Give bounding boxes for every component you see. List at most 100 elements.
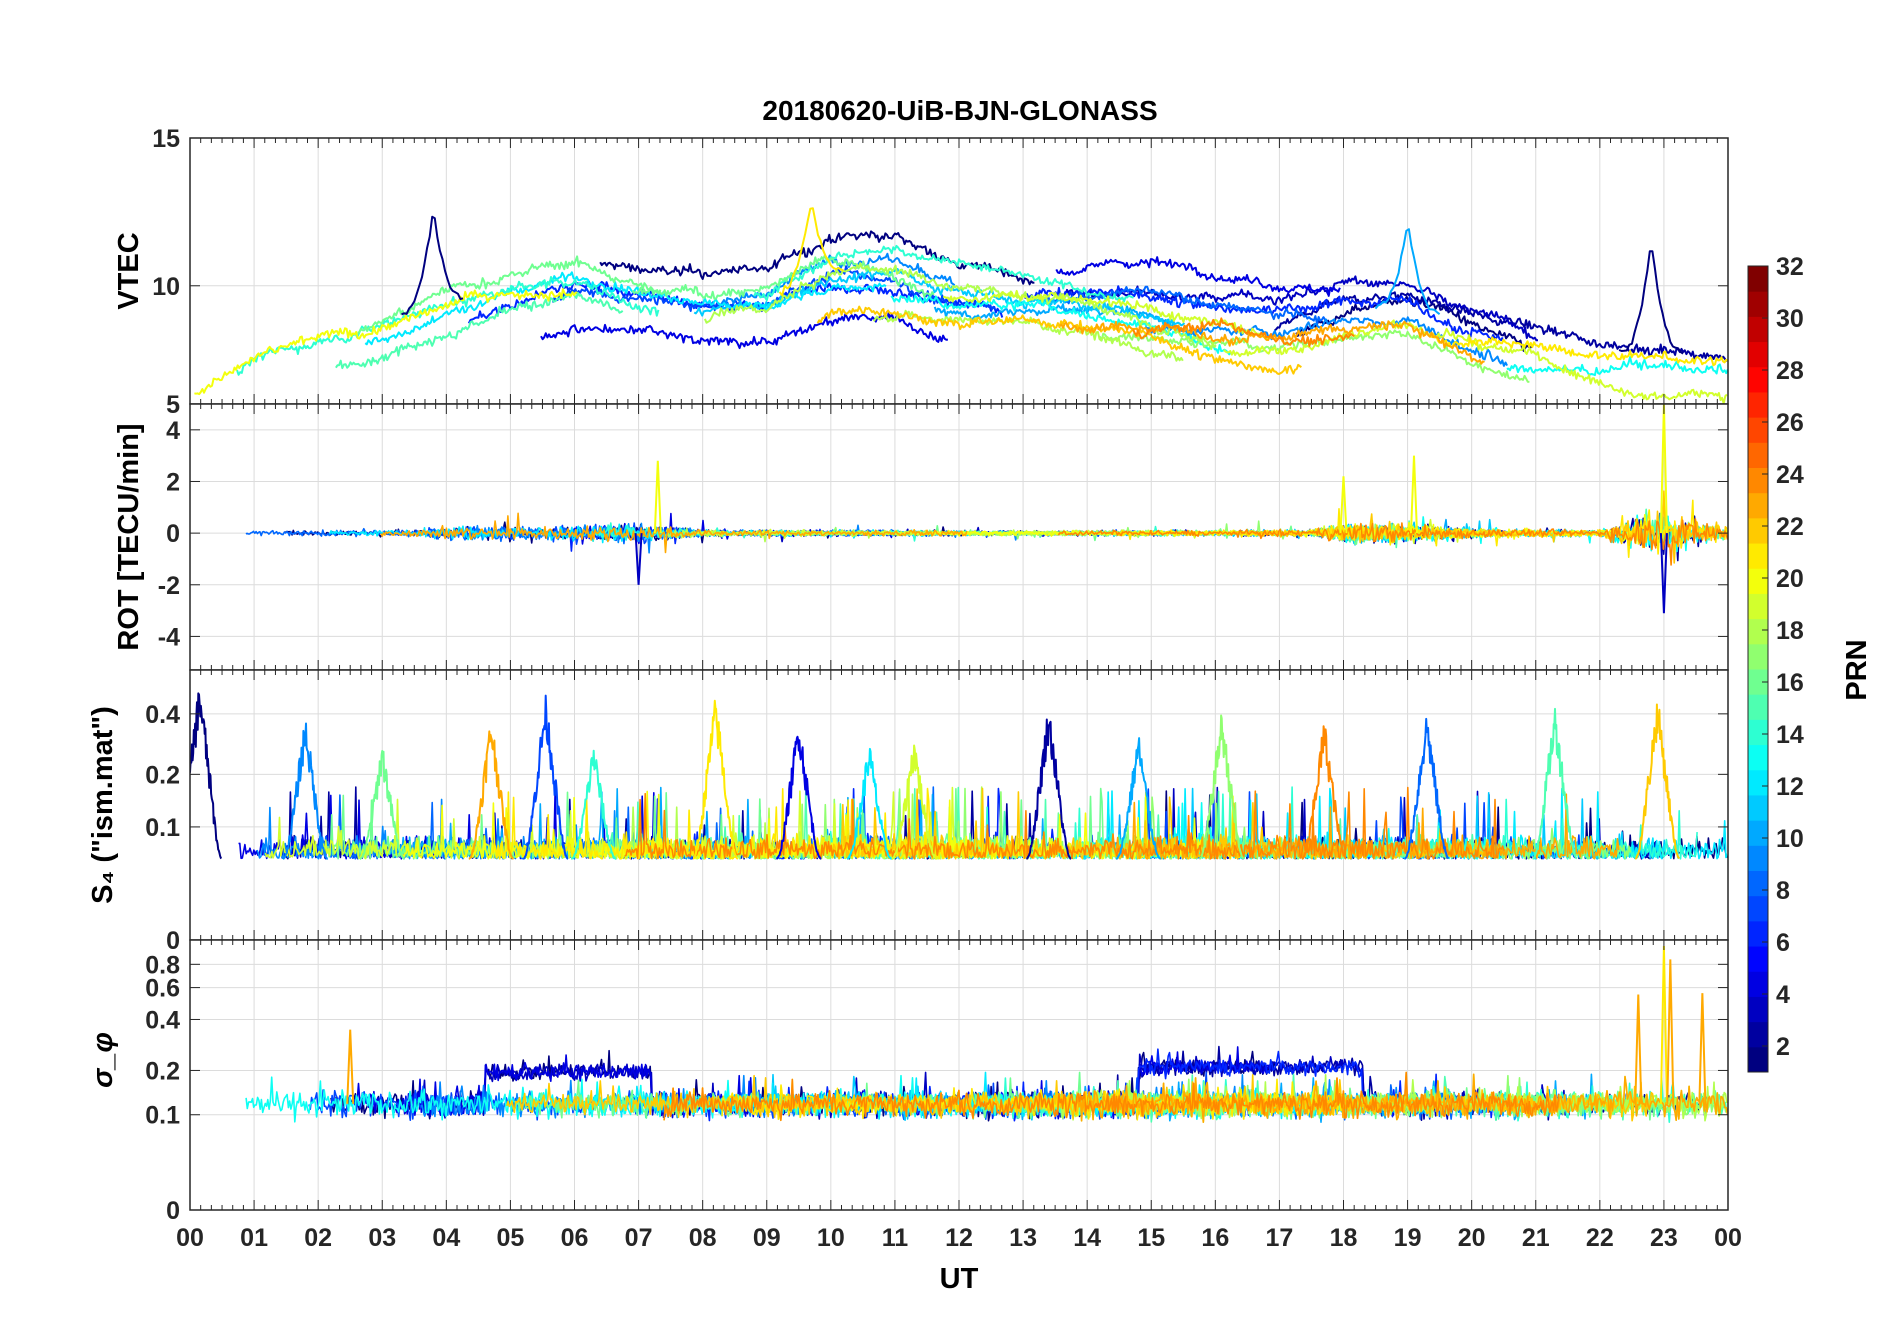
vtec-series-line (1038, 285, 1326, 325)
colorbar-tick-label: 10 (1776, 825, 1804, 853)
colorbar-tick-label: 24 (1776, 461, 1804, 489)
s4-spike (776, 735, 822, 860)
x-tick-label: 01 (240, 1224, 268, 1252)
x-tick-label: 04 (432, 1224, 460, 1252)
colorbar-level (1748, 467, 1768, 494)
vtec-series-line (890, 294, 1232, 356)
colorbar-tick-label: 8 (1776, 877, 1790, 905)
colorbar-level (1748, 618, 1768, 645)
x-tick-label: 00 (1714, 1224, 1742, 1252)
y-tick-label: 0.2 (145, 761, 180, 789)
sigma-spike (1666, 959, 1675, 1104)
y-tick-label: 0.1 (145, 1102, 180, 1130)
chart-title: 20180620-UiB-BJN-GLONASS (762, 95, 1157, 126)
s4-series-line (624, 786, 1505, 860)
colorbar-level (1748, 568, 1768, 594)
rot-series-line (1057, 518, 1728, 566)
panel-rot-series (245, 404, 1728, 614)
x-tick-label: 08 (689, 1224, 717, 1252)
colorbar-level (1748, 769, 1768, 796)
x-tick-label: 05 (497, 1224, 525, 1252)
colorbar-level (1748, 492, 1768, 519)
rot-spike (1659, 404, 1668, 534)
colorbar-box (1747, 265, 1769, 1073)
colorbar-tick-label: 14 (1776, 721, 1804, 749)
s4-spike (1025, 718, 1072, 860)
rot-series-line (380, 512, 968, 554)
colorbar-level (1748, 669, 1768, 695)
colorbar-level (1748, 1021, 1768, 1048)
y-tick-label: 10 (152, 273, 180, 301)
y-tick-label: -4 (158, 623, 180, 651)
x-tick-label: 02 (304, 1224, 332, 1252)
s4-spike (1115, 737, 1162, 860)
x-tick-label: 15 (1137, 1224, 1165, 1252)
colorbar-tick-label: 16 (1776, 669, 1804, 697)
panel-s4-series (190, 692, 1728, 860)
vtec-series-line (194, 288, 578, 396)
panel-rot: -4 -2 0 2 4 ROT [TECU/min] (113, 403, 1729, 671)
s4-spike (359, 750, 405, 860)
s4-spike (692, 699, 739, 860)
x-tick-label: 03 (368, 1224, 396, 1252)
sigma-series-line (663, 1071, 1560, 1122)
y-tick-label: 0.4 (145, 701, 180, 729)
vtec-series-line (540, 312, 948, 350)
vtec-series-line (1506, 356, 1728, 377)
vtec-series-line (1273, 291, 1728, 363)
x-tick-label: 20 (1458, 1224, 1486, 1252)
panel-sigma-phi-series (245, 945, 1728, 1123)
rot-spike (1339, 476, 1348, 534)
y-tick-label: 0.1 (145, 814, 180, 842)
x-axis-tick-labels: 00 01 02 03 04 05 06 07 08 09 10 11 12 13 14 15 16 17 18 19… (176, 1224, 1742, 1252)
y-tick-label: 0 (166, 520, 180, 548)
vtec-peak-line (1374, 228, 1441, 315)
vtec-series-line (599, 230, 1035, 286)
y-tick-label: 0.6 (145, 975, 180, 1003)
s4-spike (1199, 714, 1245, 860)
panel-vtec-ylabel: VTEC (113, 232, 145, 309)
colorbar-tick-label: 20 (1776, 565, 1804, 593)
s4-spike (522, 694, 569, 860)
s4-spike (891, 744, 937, 860)
panel-rot-ylabel: ROT [TECU/min] (113, 423, 145, 650)
y-tick-label: -2 (158, 572, 180, 600)
vtec-peak-line (401, 215, 464, 316)
vtec-series-line (551, 265, 996, 313)
colorbar-tick-label: 32 (1776, 253, 1804, 281)
x-axis-label: UT (940, 1263, 979, 1295)
colorbar-tick-label: 22 (1776, 513, 1804, 541)
x-tick-label: 12 (945, 1224, 973, 1252)
colorbar-level (1748, 1046, 1768, 1073)
x-tick-label: 09 (753, 1224, 781, 1252)
s4-spike (468, 730, 514, 860)
x-tick-label: 14 (1073, 1224, 1101, 1252)
vtec-series-line (753, 244, 1134, 303)
vtec-series-line (1430, 332, 1728, 367)
colorbar-tick-label: 18 (1776, 617, 1804, 645)
colorbar-level (1748, 316, 1768, 343)
vtec-series-line (1055, 256, 1341, 297)
colorbar-level (1748, 971, 1768, 997)
x-tick-label: 06 (561, 1224, 589, 1252)
y-tick-label: 0 (166, 1197, 180, 1225)
colorbar-level (1748, 946, 1768, 972)
rot-spike (634, 533, 643, 585)
vtec-peak-line (1618, 250, 1684, 355)
x-tick-label: 07 (625, 1224, 653, 1252)
vtec-series-line (631, 254, 935, 300)
x-tick-label: 19 (1394, 1224, 1422, 1252)
colorbar-tick-label: 26 (1776, 409, 1804, 437)
colorbar-tick-label: 4 (1776, 981, 1790, 1009)
sigma-spike (1634, 994, 1643, 1104)
y-tick-label: 0 (166, 927, 180, 955)
x-tick-label: 00 (176, 1224, 204, 1252)
colorbar-level (1748, 291, 1768, 317)
y-tick-label: 5 (166, 391, 180, 419)
rot-spike (653, 460, 662, 534)
colorbar-label: PRN (1841, 639, 1873, 700)
colorbar-level (1748, 366, 1768, 393)
x-tick-label: 16 (1201, 1224, 1229, 1252)
